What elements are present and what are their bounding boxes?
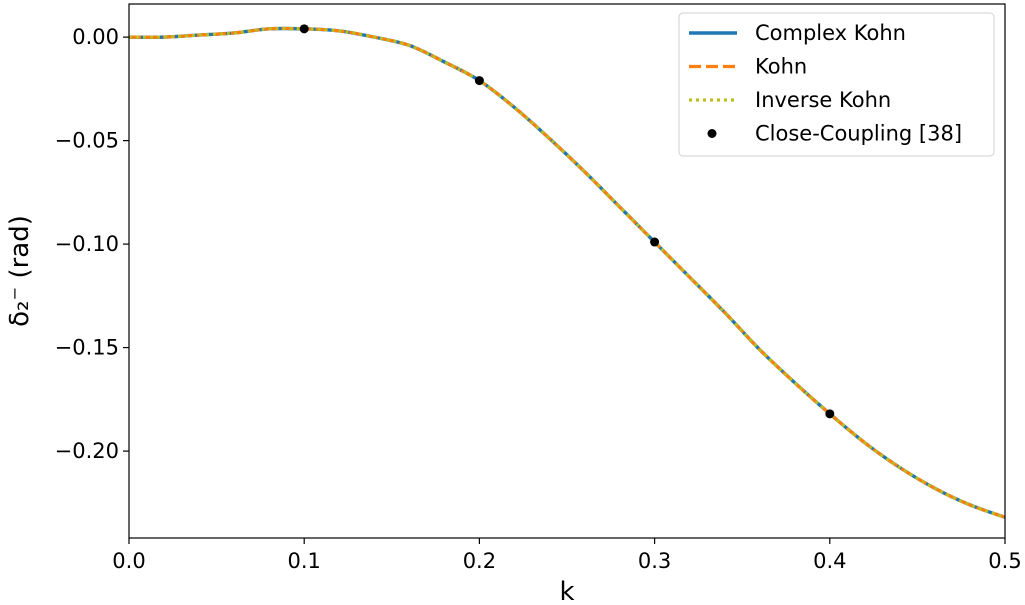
legend-item-close-coupling-38: Close-Coupling [38] bbox=[707, 122, 962, 146]
legend-label: Inverse Kohn bbox=[755, 88, 891, 112]
x-tick-label: 0.4 bbox=[813, 549, 846, 573]
x-tick-label: 0.2 bbox=[463, 549, 496, 573]
legend-entries: Complex Kohn Kohn Inverse Kohn Close-Coupli… bbox=[689, 21, 962, 146]
close-coupling-38-point bbox=[299, 24, 309, 34]
plot-frame bbox=[128, 3, 1006, 539]
close-coupling-38-point bbox=[650, 237, 660, 247]
y-tick-label: −0.15 bbox=[55, 336, 119, 360]
legend-label: Close-Coupling [38] bbox=[755, 122, 962, 146]
x-axis-ticks: 0.0 0.1 0.2 0.3 0.4 0.5 bbox=[112, 538, 1022, 573]
y-axis-ticks: 0.00 −0.05 −0.10 −0.15 −0.20 bbox=[55, 25, 129, 463]
series-lines bbox=[128, 26, 1006, 519]
series-markers bbox=[299, 24, 835, 419]
legend-item-inverse-kohn: Inverse Kohn bbox=[689, 88, 891, 112]
x-tick-label: 0.3 bbox=[638, 549, 671, 573]
y-axis-label: δ₂⁻ (rad) bbox=[5, 215, 35, 327]
x-tick-label: 0.0 bbox=[112, 549, 145, 573]
y-tick-label: −0.10 bbox=[55, 232, 119, 256]
legend-label: Complex Kohn bbox=[755, 21, 906, 45]
legend-item-kohn: Kohn bbox=[689, 55, 807, 79]
y-tick-label: 0.00 bbox=[72, 25, 119, 49]
y-tick-label: −0.05 bbox=[55, 129, 119, 153]
legend-item-complex-kohn: Complex Kohn bbox=[689, 21, 906, 45]
x-tick-label: 0.5 bbox=[988, 549, 1021, 573]
x-tick-label: 0.1 bbox=[287, 549, 320, 573]
close-coupling-38-point bbox=[825, 409, 835, 419]
legend-label: Kohn bbox=[755, 55, 807, 79]
legend-marker bbox=[707, 129, 717, 138]
legend-frame bbox=[678, 12, 995, 157]
legend: Complex Kohn Kohn Inverse Kohn Close-Coupli… bbox=[678, 12, 995, 157]
x-axis-label: k bbox=[559, 577, 574, 605]
close-coupling-38-point bbox=[474, 76, 484, 86]
kohn-line bbox=[128, 26, 1006, 519]
y-tick-label: −0.20 bbox=[55, 439, 119, 463]
